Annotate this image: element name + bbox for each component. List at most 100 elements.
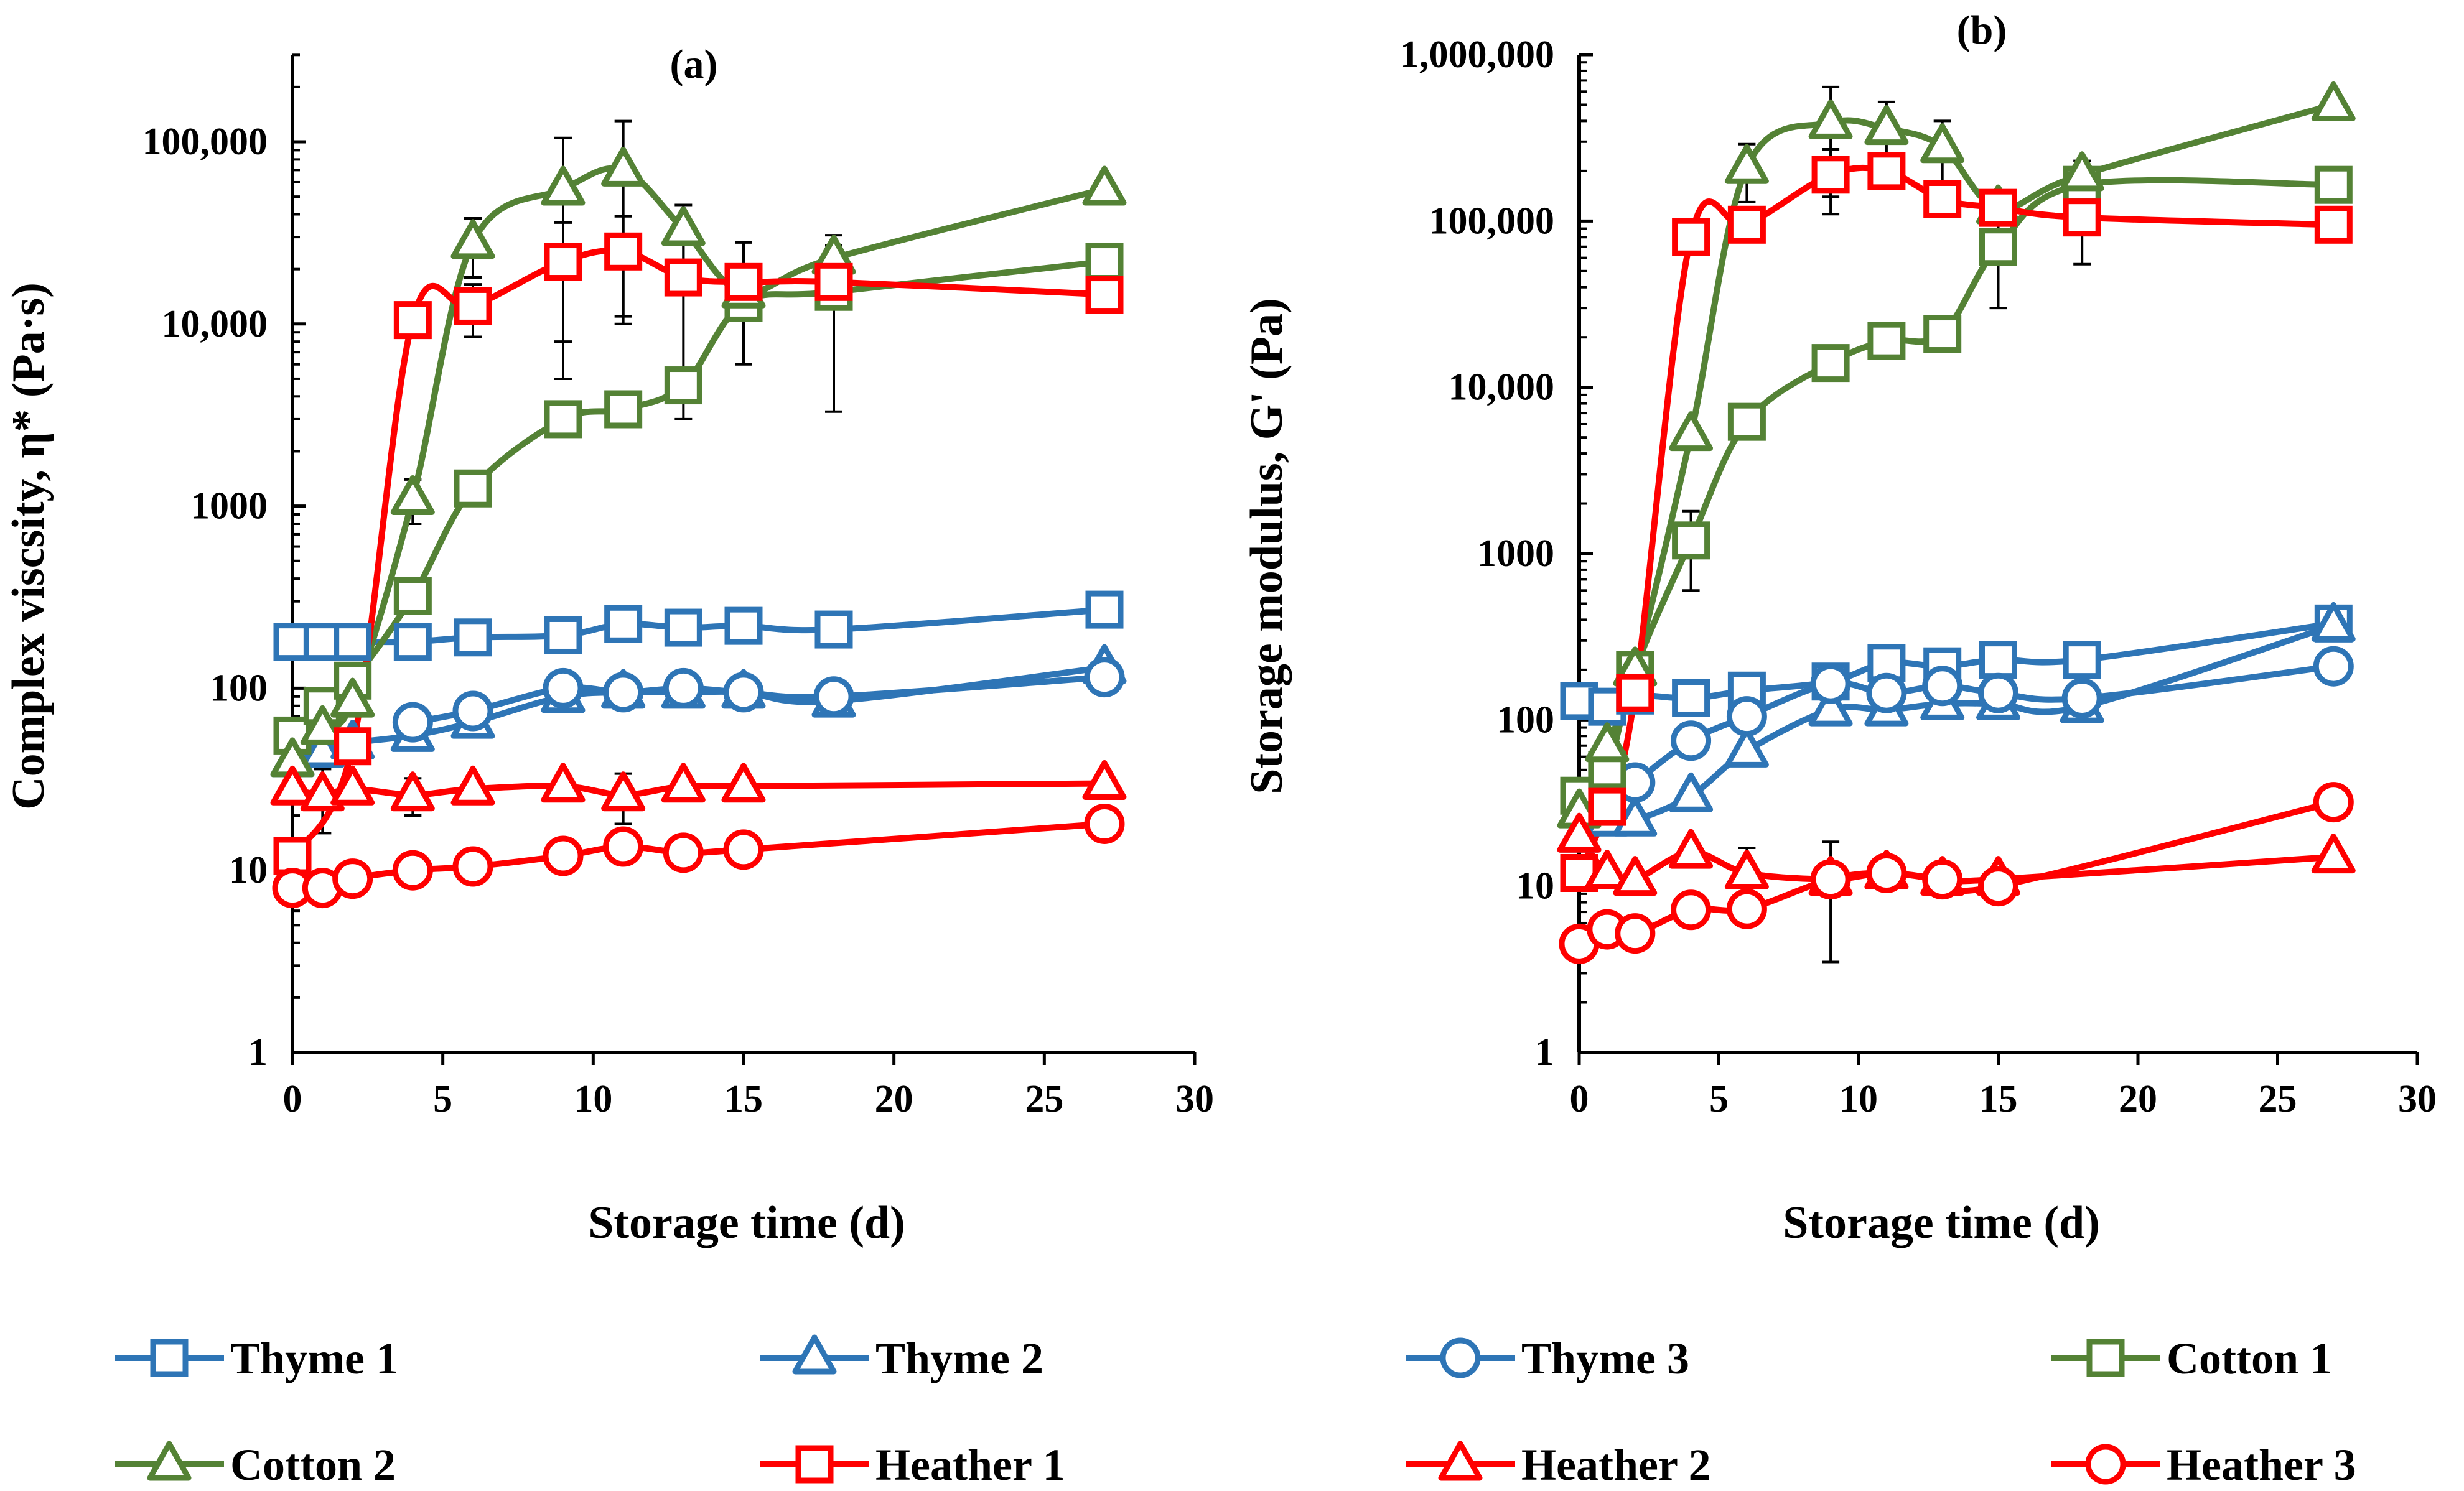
panel-b-heather-2-point [1613, 856, 1658, 896]
panel-a-heather-2-point [450, 765, 495, 806]
panel-a-x-tick-label: 20 [875, 1078, 913, 1120]
panel-a-x-tick-label: 30 [1175, 1078, 1214, 1120]
panel-b-x-tick-label: 0 [1570, 1078, 1589, 1120]
panel-b-thyme-2-point [2311, 602, 2356, 642]
panel-a-y-axis-title: Complex viscsity, η* (Pa·s) [3, 282, 54, 810]
panel-a-heather-1-point [273, 837, 312, 875]
panel-b-cotton-1-point [1672, 521, 1710, 560]
panel-b-heather-2-point [1557, 812, 1602, 853]
panel-a-x-axis-title: Storage time (d) [588, 1197, 905, 1248]
panel-b-thyme-3-point [1922, 666, 1963, 707]
panel-b-x-tick-label: 5 [1709, 1078, 1729, 1120]
panel-b-heather-1-point [1923, 180, 1962, 218]
panel-b-heather-3-point [1726, 888, 1767, 929]
panel-b-heather-2-point [2311, 834, 2356, 874]
legend-marker-cotton-1 [2086, 1339, 2125, 1377]
panel-a-thyme-3-point [1084, 657, 1125, 698]
panel-b-cotton-1-point [1867, 322, 1906, 360]
panel-b-heather-1-point [1727, 205, 1766, 244]
panel-a-heather-2-point [390, 771, 435, 812]
panel-a-y-tick-label: 10,000 [162, 303, 268, 345]
panel-a-thyme-1-point [724, 606, 763, 645]
panel-b-heather-1-point [1588, 787, 1626, 826]
panel-a-cotton-2-point [390, 475, 435, 515]
panel-a-thyme-1-point [814, 610, 853, 649]
panel-a-heather-1-point [454, 287, 492, 325]
panel-b-heather-3-point [1978, 866, 2018, 907]
panel-b-heather-1-point [1867, 152, 1906, 190]
panel-a-heather-2-point [270, 765, 315, 806]
panel-a-thyme-3-point [603, 672, 644, 713]
panel-a-heather-3-point [543, 835, 584, 876]
panel-a-heather-1-point [544, 243, 582, 281]
panel-b-heather-2-point [1669, 829, 1714, 869]
panel-b-thyme-3-point [1978, 672, 2018, 713]
panel-a-x-tick-label: 25 [1025, 1078, 1063, 1120]
panel-a-cotton-2-point [601, 146, 646, 187]
legend-item-heather-3: Heather 3 [2051, 1440, 2356, 1490]
legend-item-cotton-1: Cotton 1 [2051, 1334, 2332, 1383]
panel-a-cotton-2-point [330, 677, 375, 718]
legend-item-heather-2: Heather 2 [1406, 1440, 1711, 1490]
panel-b-heather-1-point [2063, 198, 2101, 237]
panel-b-cotton-2-point [1864, 105, 1909, 146]
panel-a-thyme-1-point [454, 618, 492, 657]
panel-a-heather-3-point [392, 850, 433, 891]
legend-marker-thyme-2 [792, 1334, 837, 1375]
panel-a-thyme-3-point [663, 667, 704, 708]
panel-b-y-tick-label: 1000 [1477, 532, 1554, 575]
panel-b-title: (b) [1957, 7, 2007, 53]
panel-a-thyme-1-point [604, 605, 643, 643]
legend-marker-thyme-3 [1440, 1337, 1481, 1378]
panel-b-cotton-1-point [1727, 402, 1766, 441]
panel-a-heather-3-point [1084, 803, 1125, 844]
panel-a-thyme-3-point [452, 690, 493, 732]
panel-b-heather-3-point [1615, 913, 1656, 954]
panel-a-y-tick-label: 100 [210, 667, 268, 709]
panel-b-x-tick-label: 10 [1839, 1078, 1878, 1120]
legend-marker-heather-2 [1438, 1441, 1483, 1481]
panel-b-thyme-3-point [1866, 672, 1907, 713]
panel-b-heather-1-point [1979, 188, 2017, 227]
panel-b-heather-3-point [1866, 852, 1907, 893]
panel-b-cotton-2-point [2311, 81, 2356, 121]
panel-b-cotton-2-point [1920, 123, 1965, 164]
panel-b-y-tick-label: 1,000,000 [1400, 34, 1554, 76]
panel-b-thyme-3-point [1726, 696, 1767, 737]
panel-a-y-tick-label: 1 [248, 1031, 268, 1074]
panel-b-thyme-2-point [1724, 727, 1769, 768]
panel-a-x-tick-label: 5 [433, 1078, 452, 1120]
panel-a-heather-1-point [814, 262, 853, 301]
panel-a-heather-3-point [723, 829, 764, 870]
panel-a-cotton-2-point [300, 705, 345, 745]
panel-a-heather-1-point [334, 727, 372, 766]
panel-b-thyme-3-point [2061, 677, 2102, 718]
panel-b-thyme-1-point [1672, 679, 1710, 717]
legend-item-heather-1: Heather 1 [760, 1440, 1065, 1490]
legend-label-heather-3: Heather 3 [2167, 1440, 2356, 1490]
panel-b-x-tick-label: 25 [2259, 1078, 2297, 1120]
legend-label-heather-2: Heather 2 [1521, 1440, 1711, 1490]
panel-a-heather-1-point [664, 258, 702, 297]
panel-b-y-tick-label: 10,000 [1449, 366, 1555, 409]
panel-b-y-tick-label: 10 [1516, 865, 1554, 908]
legend-marker-thyme-1 [150, 1339, 189, 1377]
panel-a-thyme-1-point [393, 623, 432, 661]
panel-b-y-tick-label: 100 [1496, 699, 1554, 741]
legend-item-thyme-3: Thyme 3 [1406, 1334, 1689, 1383]
panel-b-cotton-1-point [1811, 344, 1850, 383]
panel-a-heather-1-point [724, 262, 763, 301]
panel-b-cotton-1-point [1923, 315, 1962, 353]
panel-b-x-tick-label: 20 [2119, 1078, 2157, 1120]
panel-a-heather-1-point [393, 301, 432, 340]
panel-a-cotton-1-point [604, 390, 643, 429]
panel-a-thyme-3-point [813, 676, 854, 717]
panel-b-heather-1-line [1576, 164, 2337, 876]
panel-b-heather-3-point [1810, 859, 1851, 900]
panel-b-heather-1-point [1672, 218, 1710, 256]
panel-a-thyme-1-point [664, 608, 702, 647]
panel-a-heather-3-point [603, 826, 644, 867]
panel-a-y-tick-label: 100,000 [142, 121, 268, 163]
panel-a-heather-3-point [452, 846, 493, 887]
